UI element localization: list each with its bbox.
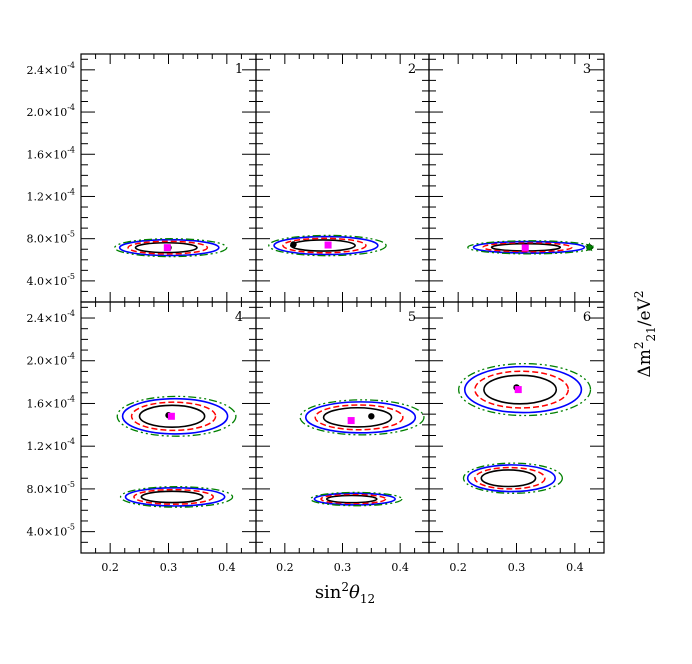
y-tick-label: 8.0×10-5 — [26, 230, 75, 246]
panel-number: 1 — [235, 62, 243, 77]
contour-level-1 — [480, 469, 537, 488]
x-tick-label: 0.4 — [391, 561, 409, 574]
panel-6: 6 — [428, 301, 605, 554]
square-marker — [521, 244, 529, 252]
x-tick-label: 0.2 — [101, 561, 119, 574]
panel-ticks — [80, 302, 257, 554]
contour-level-2 — [474, 466, 546, 490]
contour-level-2 — [314, 404, 404, 431]
contour-level-4 — [116, 395, 237, 437]
contour-level-3 — [124, 487, 226, 507]
contour-level-4 — [119, 486, 234, 508]
contour-level-4 — [458, 362, 592, 417]
panel-2: 2 — [255, 53, 430, 303]
contours — [116, 395, 237, 508]
x-tick-label: 0.2 — [449, 561, 467, 574]
y-axis-label: Δm221/eV2 — [632, 290, 658, 377]
contours — [114, 238, 228, 258]
y-tick-label: 1.6×10-4 — [26, 394, 75, 410]
y-tick-label: 2.4×10-4 — [26, 61, 75, 77]
panel-ticks — [80, 54, 257, 303]
contour-level-4 — [114, 238, 228, 258]
panel-number: 2 — [408, 62, 416, 77]
panel-4: 4 — [80, 301, 257, 554]
contour-level-1 — [289, 239, 356, 252]
y-tick-label: 4.0×10-5 — [26, 272, 75, 288]
panel-ticks — [428, 54, 605, 303]
contours — [299, 399, 425, 507]
contour-level-1 — [138, 404, 206, 429]
y-tick-label: 1.6×10-4 — [26, 145, 75, 161]
panel-number: 6 — [583, 310, 591, 325]
y-tick-label: 1.2×10-4 — [26, 437, 75, 453]
panel-ticks — [255, 54, 430, 303]
contour-level-2 — [482, 241, 573, 253]
contour-level-3 — [466, 464, 556, 493]
square-marker — [163, 244, 171, 252]
panel-3: 3 — [428, 53, 605, 303]
contour-level-3 — [273, 235, 379, 256]
y-tick-label: 2.0×10-4 — [26, 352, 75, 368]
contour-level-3 — [472, 240, 586, 254]
y-tick-label: 1.2×10-4 — [26, 187, 75, 203]
y-tick-label: 2.0×10-4 — [26, 103, 75, 119]
contour-level-2 — [474, 370, 569, 409]
panel-number: 5 — [408, 310, 416, 325]
panel-grid: 1 2 3 4 5 6 — [80, 53, 605, 554]
x-axis-label: sin2θ12 — [315, 580, 375, 606]
panel-ticks — [428, 302, 605, 554]
contour-level-1 — [483, 374, 558, 405]
panel-frame — [80, 53, 257, 303]
square-marker — [324, 241, 332, 249]
contour-level-3 — [121, 397, 229, 435]
y-tick-labels: 4.0×10-5 8.0×10-5 1.2×10-4 1.6×10-4 2.0×10-4… — [26, 61, 75, 539]
contour-level-3 — [313, 492, 396, 506]
panel-1: 1 — [80, 53, 257, 303]
contour-level-4 — [467, 240, 594, 255]
contour-level-3 — [463, 365, 583, 414]
contour-level-4 — [310, 491, 403, 507]
contour-level-2 — [133, 488, 214, 505]
y-tick-label: 4.0×10-5 — [26, 523, 75, 539]
contour-level-4 — [268, 234, 387, 257]
contour-level-1 — [322, 406, 393, 428]
contours — [458, 362, 592, 494]
x-tick-label: 0.4 — [566, 561, 584, 574]
panel-ticks — [255, 302, 430, 554]
panel-number: 3 — [583, 62, 591, 77]
panel-number: 4 — [235, 310, 243, 325]
square-marker — [347, 417, 355, 425]
contour-level-1 — [140, 490, 204, 504]
y-tick-label: 2.4×10-4 — [26, 309, 75, 325]
square-marker — [514, 386, 522, 394]
x-tick-label: 0.3 — [334, 561, 352, 574]
contour-level-2 — [130, 401, 217, 432]
contour-level-3 — [304, 401, 417, 434]
square-marker — [167, 412, 175, 420]
x-tick-label: 0.2 — [276, 561, 294, 574]
y-tick-label: 8.0×10-5 — [26, 480, 75, 496]
x-tick-label: 0.4 — [218, 561, 236, 574]
panel-frame — [255, 53, 430, 303]
contours — [467, 240, 594, 255]
star-marker — [584, 242, 595, 252]
best-fit-marker — [368, 413, 375, 420]
contour-level-2 — [127, 240, 209, 255]
contour-level-2 — [282, 237, 367, 254]
contour-level-2 — [320, 493, 387, 505]
x-tick-label: 0.3 — [508, 561, 526, 574]
panel-frame — [428, 53, 605, 303]
contour-level-4 — [299, 399, 425, 436]
contour-level-1 — [134, 241, 198, 254]
best-fit-marker — [290, 241, 297, 248]
contour-level-1 — [325, 494, 378, 504]
contour-level-4 — [462, 462, 564, 494]
panel-frame — [428, 301, 605, 554]
x-tick-label: 0.3 — [160, 561, 178, 574]
panel-5: 5 — [255, 301, 430, 554]
x-tick-labels: 0.2 0.3 0.4 0.2 0.3 0.4 0.2 0.3 0.4 — [101, 561, 583, 574]
contour-level-3 — [118, 238, 220, 257]
